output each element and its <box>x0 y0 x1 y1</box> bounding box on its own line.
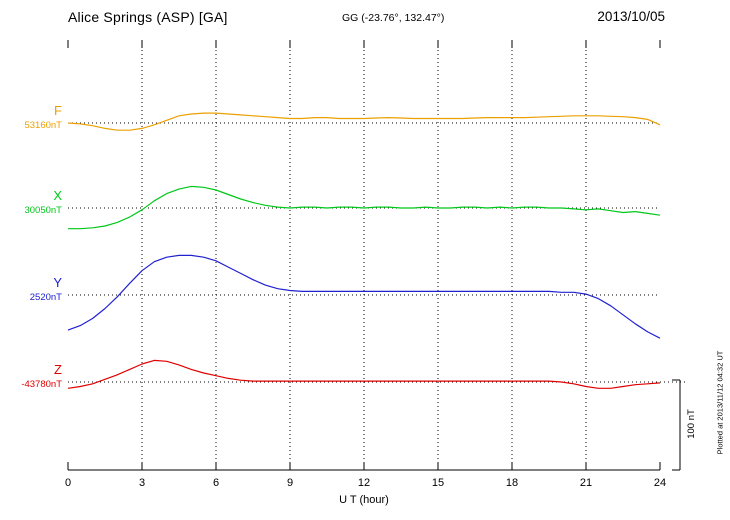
station-title: Alice Springs (ASP) [GA] <box>68 9 228 25</box>
plotted-at-note: Plotted at 2013/11/12 04:32 UT <box>715 350 725 455</box>
series-letter-z: Z <box>54 362 62 377</box>
series-letter-x: X <box>53 188 62 203</box>
observation-date: 2013/10/05 <box>597 9 665 24</box>
trace-Y <box>67 254 661 339</box>
series-baseline-x: 30050nT <box>24 205 62 216</box>
scale-bar-label: 100 nT <box>686 409 697 439</box>
series-label-y: Y 2520nT <box>0 276 62 303</box>
trace-F <box>67 112 661 131</box>
series-baseline-y: 2520nT <box>29 292 62 303</box>
x-tick-label: 9 <box>286 477 294 489</box>
x-tick-label: 6 <box>212 477 220 489</box>
series-label-f: F 53160nT <box>0 104 62 131</box>
x-axis-label: U T (hour) <box>339 494 389 506</box>
x-tick-label: 3 <box>138 477 146 489</box>
x-tick-label: 12 <box>357 477 371 489</box>
x-tick-label: 21 <box>579 477 593 489</box>
x-tick-label: 15 <box>431 477 445 489</box>
trace-Z <box>67 359 661 389</box>
series-label-x: X 30050nT <box>0 189 62 216</box>
series-letter-y: Y <box>53 275 62 290</box>
x-tick-label: 18 <box>505 477 519 489</box>
x-tick-label: 0 <box>64 477 72 489</box>
x-tick-label: 24 <box>653 477 667 489</box>
series-baseline-z: -43780nT <box>21 379 62 390</box>
series-letter-f: F <box>54 103 62 118</box>
geographic-coordinates: GG (-23.76°, 132.47°) <box>342 12 445 24</box>
series-label-z: Z -43780nT <box>0 363 62 390</box>
trace-X <box>68 185 661 230</box>
series-baseline-f: 53160nT <box>24 120 62 131</box>
